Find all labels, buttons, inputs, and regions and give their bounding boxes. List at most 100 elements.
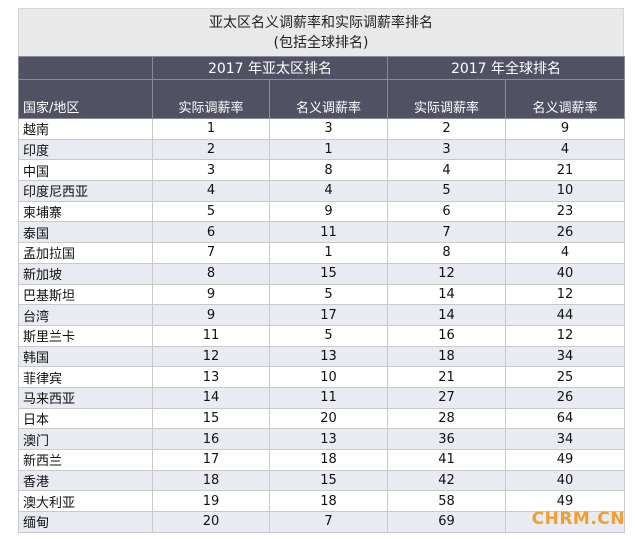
cell-region: 印度 — [18, 138, 153, 161]
cell-global-real: 18 — [387, 345, 506, 368]
cell-region: 日本 — [18, 407, 153, 430]
cell-apac-nominal: 11 — [269, 386, 388, 409]
cell-region: 柬埔寨 — [18, 200, 153, 223]
ranking-table-container: 亚太区名义调薪率和实际调薪率排名 (包括全球排名) 2017 年亚太区排名 20… — [18, 8, 625, 533]
table-row: 巴基斯坦 9 5 14 12 — [18, 283, 625, 306]
table-row: 韩国 12 13 18 34 — [18, 345, 625, 368]
cell-region: 澳大利亚 — [18, 490, 153, 513]
cell-global-nominal: 9 — [505, 118, 625, 140]
table-title-line1: 亚太区名义调薪率和实际调薪率排名 — [209, 15, 433, 31]
cell-apac-nominal: 15 — [269, 262, 388, 285]
cell-global-real: 2 — [387, 118, 506, 140]
cell-global-nominal: 64 — [505, 407, 625, 430]
cell-apac-real: 13 — [152, 366, 270, 388]
cell-apac-real: 6 — [152, 221, 270, 244]
ranking-table: 2017 年亚太区排名 2017 年全球排名 国家/地区 实际调薪率 名义调薪率… — [18, 56, 625, 533]
cell-apac-nominal: 7 — [269, 511, 388, 533]
cell-apac-nominal: 18 — [269, 490, 388, 513]
cell-global-real: 36 — [387, 428, 506, 450]
cell-global-nominal: 49 — [505, 490, 625, 513]
cell-apac-real: 9 — [152, 283, 270, 306]
table-title-line2: (包括全球排名) — [273, 35, 369, 51]
cell-global-nominal: 4 — [505, 138, 625, 161]
cell-apac-real: 15 — [152, 407, 270, 430]
cell-region: 菲律宾 — [18, 366, 153, 388]
cell-global-real: 14 — [387, 283, 506, 306]
cell-global-nominal: 26 — [505, 221, 625, 244]
cell-global-nominal: 34 — [505, 428, 625, 450]
cell-apac-real: 9 — [152, 304, 270, 326]
table-row: 泰国 6 11 7 26 — [18, 221, 625, 244]
header-apac-nominal: 名义调薪率 — [269, 79, 388, 119]
cell-region: 马来西亚 — [18, 386, 153, 409]
cell-global-real: 7 — [387, 221, 506, 244]
cell-global-real: 6 — [387, 200, 506, 223]
table-row: 孟加拉国 7 1 8 4 — [18, 242, 625, 264]
table-row: 菲律宾 13 10 21 25 — [18, 366, 625, 388]
cell-global-real: 14 — [387, 304, 506, 326]
cell-apac-nominal: 11 — [269, 221, 388, 244]
cell-global-real: 16 — [387, 324, 506, 347]
cell-global-real: 41 — [387, 449, 506, 471]
cell-apac-nominal: 5 — [269, 283, 388, 306]
cell-global-real: 8 — [387, 242, 506, 264]
cell-apac-nominal: 18 — [269, 449, 388, 471]
table-row: 澳大利亚 19 18 58 49 — [18, 490, 625, 513]
cell-apac-real: 8 — [152, 262, 270, 285]
header-global-real: 实际调薪率 — [387, 79, 506, 119]
cell-apac-real: 2 — [152, 138, 270, 161]
header-global-nominal: 名义调薪率 — [505, 79, 625, 119]
cell-region: 中国 — [18, 159, 153, 182]
cell-global-nominal: 25 — [505, 366, 625, 388]
cell-region: 泰国 — [18, 221, 153, 244]
table-row: 香港 18 15 42 40 — [18, 469, 625, 492]
header-region: 国家/地区 — [18, 79, 153, 119]
cell-apac-real: 11 — [152, 324, 270, 347]
cell-apac-real: 5 — [152, 200, 270, 223]
cell-region: 印度尼西亚 — [18, 180, 153, 202]
cell-region: 缅甸 — [18, 511, 153, 533]
cell-apac-nominal: 1 — [269, 138, 388, 161]
cell-global-real: 4 — [387, 159, 506, 182]
cell-apac-real: 7 — [152, 242, 270, 264]
cell-global-nominal: 4 — [505, 242, 625, 264]
cell-apac-real: 12 — [152, 345, 270, 368]
table-body: 越南 1 3 2 9 印度 2 1 3 4 中国 3 8 4 21 印度尼西亚 4 4 5 10 柬埔寨 5 9 6 23 泰国 6… — [18, 118, 625, 533]
table-title: 亚太区名义调薪率和实际调薪率排名 (包括全球排名) — [18, 8, 624, 56]
cell-global-real: 28 — [387, 407, 506, 430]
cell-apac-real: 1 — [152, 118, 270, 140]
cell-apac-nominal: 13 — [269, 345, 388, 368]
cell-region: 斯里兰卡 — [18, 324, 153, 347]
cell-global-real: 69 — [387, 511, 506, 533]
cell-apac-nominal: 9 — [269, 200, 388, 223]
cell-apac-real: 16 — [152, 428, 270, 450]
cell-global-nominal: 12 — [505, 324, 625, 347]
cell-global-nominal: 12 — [505, 283, 625, 306]
cell-region: 巴基斯坦 — [18, 283, 153, 306]
cell-global-real: 21 — [387, 366, 506, 388]
table-row: 印度尼西亚 4 4 5 10 — [18, 180, 625, 202]
cell-apac-real: 17 — [152, 449, 270, 471]
table-row: 缅甸 20 7 69 — [18, 511, 625, 533]
cell-region: 越南 — [18, 118, 153, 140]
cell-region: 新西兰 — [18, 449, 153, 471]
cell-global-nominal: 49 — [505, 449, 625, 471]
cell-global-nominal: 23 — [505, 200, 625, 223]
cell-apac-nominal: 5 — [269, 324, 388, 347]
cell-apac-nominal: 3 — [269, 118, 388, 140]
cell-apac-nominal: 4 — [269, 180, 388, 202]
cell-apac-nominal: 17 — [269, 304, 388, 326]
table-row: 新加坡 8 15 12 40 — [18, 262, 625, 285]
cell-apac-nominal: 8 — [269, 159, 388, 182]
cell-global-nominal: 40 — [505, 469, 625, 492]
watermark-logo: CHRM.CN — [531, 509, 625, 529]
cell-apac-nominal: 15 — [269, 469, 388, 492]
table-row: 斯里兰卡 11 5 16 12 — [18, 324, 625, 347]
table-row: 越南 1 3 2 9 — [18, 118, 625, 140]
cell-global-real: 27 — [387, 386, 506, 409]
cell-apac-real: 4 — [152, 180, 270, 202]
cell-region: 新加坡 — [18, 262, 153, 285]
cell-apac-real: 18 — [152, 469, 270, 492]
cell-apac-real: 14 — [152, 386, 270, 409]
table-row: 印度 2 1 3 4 — [18, 138, 625, 161]
